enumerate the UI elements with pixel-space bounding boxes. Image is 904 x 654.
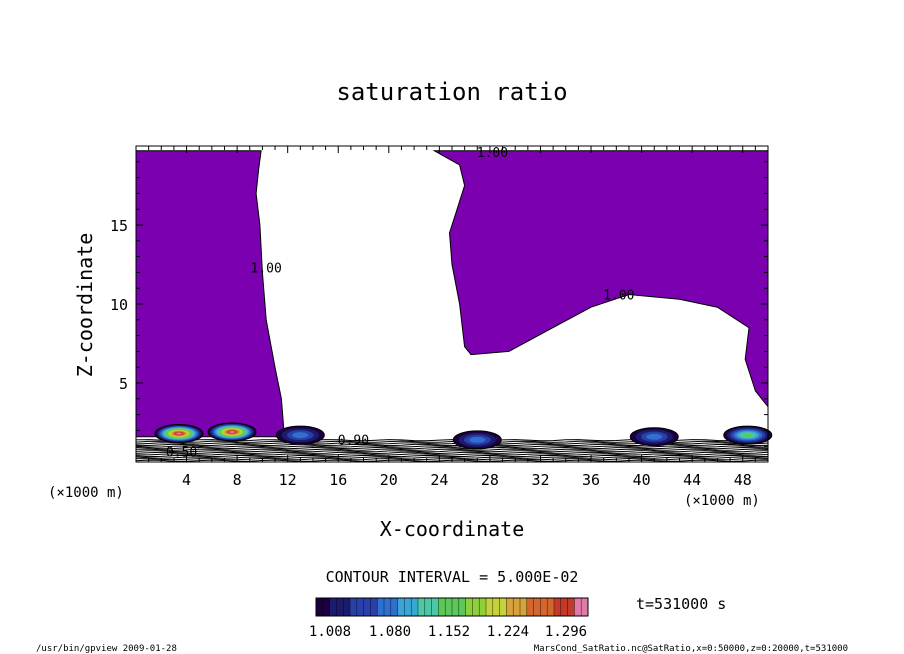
x-tick-label: 48 xyxy=(734,471,752,489)
colorbar-swatch xyxy=(336,598,344,616)
colorbar-swatch xyxy=(513,598,521,616)
contour-line xyxy=(135,450,769,453)
contour-label: 0.50 xyxy=(166,445,197,460)
colorbar-swatch xyxy=(499,598,507,616)
colorbar-tick-label: 1.080 xyxy=(369,624,411,640)
x-tick-label: 20 xyxy=(380,471,398,489)
colorbar-swatch xyxy=(506,598,514,616)
x-tick-label: 32 xyxy=(531,471,549,489)
contour-interval-text: CONTOUR INTERVAL = 5.000E-02 xyxy=(326,568,579,586)
x-tick-label: 28 xyxy=(481,471,499,489)
colorbar-swatch xyxy=(377,598,385,616)
contour-line xyxy=(135,456,769,459)
contour-line xyxy=(135,454,769,458)
x-tick-label: 8 xyxy=(233,471,242,489)
colorbar-swatch xyxy=(458,598,467,616)
colorbar-swatch xyxy=(418,598,426,616)
footer-left: /usr/bin/gpview 2009-01-28 xyxy=(36,644,177,654)
colorbar-swatch xyxy=(554,598,562,616)
colorbar-swatch xyxy=(520,598,528,616)
fill-region-right xyxy=(432,150,769,409)
colorbar-swatch xyxy=(479,598,487,616)
colorbar-swatch xyxy=(581,598,589,616)
contour-line xyxy=(135,448,769,451)
chart-title: saturation ratio xyxy=(336,78,567,106)
colorbar-swatch xyxy=(390,598,399,616)
colorbar-swatch xyxy=(472,598,480,616)
contour-line xyxy=(135,451,769,455)
colorbar-tick-label: 1.224 xyxy=(487,624,529,640)
colorbar-swatch xyxy=(350,598,358,616)
colorbar-tick-label: 1.152 xyxy=(428,624,470,640)
colorbar-swatch xyxy=(343,598,351,616)
cloud-patch xyxy=(646,433,663,440)
y-tick-label: 15 xyxy=(110,217,128,235)
x-tick-label: 24 xyxy=(430,471,448,489)
colorbar-swatch xyxy=(492,598,501,616)
contour-line xyxy=(135,445,769,448)
x-tick-label: 44 xyxy=(683,471,701,489)
contour-label: 1.00 xyxy=(477,146,508,161)
footer-right: MarsCond_SatRatio.nc@SatRatio,x=0:50000,… xyxy=(534,644,848,654)
colorbar-swatch xyxy=(370,598,378,616)
colorbar-swatch xyxy=(574,598,582,616)
colorbar-swatch xyxy=(329,598,337,616)
colorbar-swatch xyxy=(397,598,405,616)
colorbar-swatch xyxy=(560,598,569,616)
contour-line xyxy=(135,442,769,445)
colorbar-swatch xyxy=(322,598,331,616)
colorbar-tick-label: 1.296 xyxy=(545,624,587,640)
x-tick-label: 16 xyxy=(329,471,347,489)
colorbar-swatch xyxy=(526,598,535,616)
colorbar-swatch xyxy=(486,598,494,616)
colorbar-swatch xyxy=(452,598,460,616)
colorbar-swatch xyxy=(465,598,473,616)
colorbar-swatch xyxy=(411,598,419,616)
contour-line xyxy=(135,446,769,450)
contour-label: 0.90 xyxy=(338,434,369,449)
colorbar-swatch xyxy=(316,598,324,616)
contour-line xyxy=(135,443,769,447)
colorbar-swatch xyxy=(445,598,453,616)
colorbar-swatch xyxy=(363,598,371,616)
cloud-patch xyxy=(292,432,309,439)
colorbar-swatch xyxy=(533,598,541,616)
y-tick-label: 10 xyxy=(110,296,128,314)
colorbar: 1.008 1.080 1.152 1.224 1.296 xyxy=(309,597,589,640)
colorbar-swatch xyxy=(424,598,433,616)
colorbar-frame xyxy=(315,597,589,617)
colorbar-swatch xyxy=(404,598,412,616)
x-tick-label: 36 xyxy=(582,471,600,489)
colorbar-tick-label: 1.008 xyxy=(309,624,351,640)
colorbar-swatch xyxy=(384,598,392,616)
x-axis-label: X-coordinate xyxy=(380,517,525,541)
time-label: t=531000 s xyxy=(636,595,726,613)
x-tick-label: 12 xyxy=(279,471,297,489)
y-tick-label: 5 xyxy=(119,375,128,393)
fill-region-left xyxy=(135,150,285,438)
colorbar-swatch xyxy=(567,598,575,616)
contour-line xyxy=(136,453,769,456)
colorbar-swatch xyxy=(438,598,446,616)
cloud-patch xyxy=(229,430,235,433)
cloud-patch xyxy=(742,433,753,437)
colorbar-swatch xyxy=(431,598,439,616)
cloud-patch xyxy=(469,436,486,443)
cloud-patch xyxy=(176,432,182,435)
colorbar-swatch xyxy=(547,598,555,616)
y-unit-label: (×1000 m) xyxy=(48,485,124,501)
contour-label: 1.00 xyxy=(603,288,634,303)
contour-label: 1.00 xyxy=(251,261,282,276)
x-tick-label: 40 xyxy=(633,471,651,489)
plot-area: 1.001.001.000.900.504 8 12 16 20 24 28 32 36 40 44… xyxy=(110,145,773,489)
y-axis-label: Z-coordinate xyxy=(73,233,97,378)
x-tick-label: 4 xyxy=(182,471,191,489)
colorbar-swatch xyxy=(540,598,548,616)
colorbar-swatch xyxy=(356,598,365,616)
x-unit-label: (×1000 m) xyxy=(684,493,760,509)
